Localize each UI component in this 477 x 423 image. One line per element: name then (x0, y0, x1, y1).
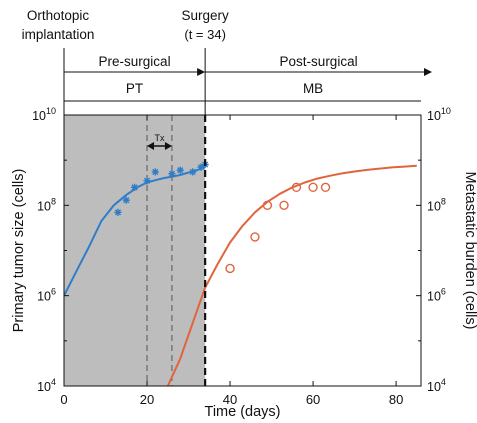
treatment-arrowhead-left (147, 142, 155, 150)
x-tick-label: 60 (306, 392, 320, 407)
surgery-label-line2: (t = 34) (184, 27, 226, 42)
y-tick-label-left: 108 (37, 196, 56, 213)
primary-tumor-data-point (130, 183, 139, 191)
primary-tumor-data-point (168, 170, 176, 178)
metastatic-burden-data-point (291, 182, 302, 193)
y-tick-label-right: 106 (427, 287, 446, 304)
metastatic-burden-data-point (250, 232, 260, 242)
y-axis-title-right: Metastatic burden (cells) (462, 172, 477, 330)
y-tick-label-left: 106 (37, 287, 56, 304)
y-tick-label-right: 108 (427, 196, 446, 213)
primary-tumor-data-point (176, 166, 184, 174)
implantation-label-line1: Orthotopic (27, 8, 90, 23)
metastatic-burden-data-point (279, 200, 289, 211)
pt-region-label: PT (126, 81, 143, 96)
implantation-label-line2: implantation (22, 27, 95, 42)
y-tick-label-right: 1010 (427, 106, 451, 123)
primary-tumor-data-point (114, 208, 122, 216)
x-tick-label: 40 (223, 392, 237, 407)
series-layer (64, 160, 417, 386)
primary-tumor-data-point (143, 177, 151, 185)
x-tick-label: 0 (60, 392, 67, 407)
y-tick-label-right: 104 (427, 377, 446, 394)
x-axis-title: Time (days) (205, 404, 281, 420)
post-surgical-arrowhead (424, 68, 432, 76)
axis-ticks: 0 20 40 60 80 104 104 106 106 108 108 1010 1010 (32, 106, 451, 407)
x-tick-label: 80 (389, 392, 403, 407)
metastatic-burden-data-point (262, 200, 273, 211)
metastatic-burden-data-point (225, 263, 235, 274)
y-tick-label-left: 104 (37, 377, 56, 394)
metastatic-burden-data-point (308, 182, 318, 193)
x-tick-label: 20 (140, 392, 154, 407)
treatment-label: Tx (154, 133, 164, 143)
primary-tumor-data-point (122, 196, 130, 204)
y-axis-title-left: Primary tumor size (cells) (11, 169, 27, 333)
treatment-arrowhead-right (164, 142, 172, 150)
pre-surgical-label: Pre-surgical (99, 54, 171, 69)
surgery-label-line1: Surgery (181, 8, 229, 23)
pre-surgical-arrowhead (197, 68, 206, 76)
mb-region-label: MB (303, 81, 323, 96)
post-surgical-label: Post-surgical (280, 54, 358, 69)
metastatic-burden-data-point (320, 182, 331, 193)
y-tick-label-left: 1010 (32, 106, 56, 123)
primary-tumor-data-point (189, 168, 197, 176)
primary-tumor-data-point (151, 168, 159, 176)
